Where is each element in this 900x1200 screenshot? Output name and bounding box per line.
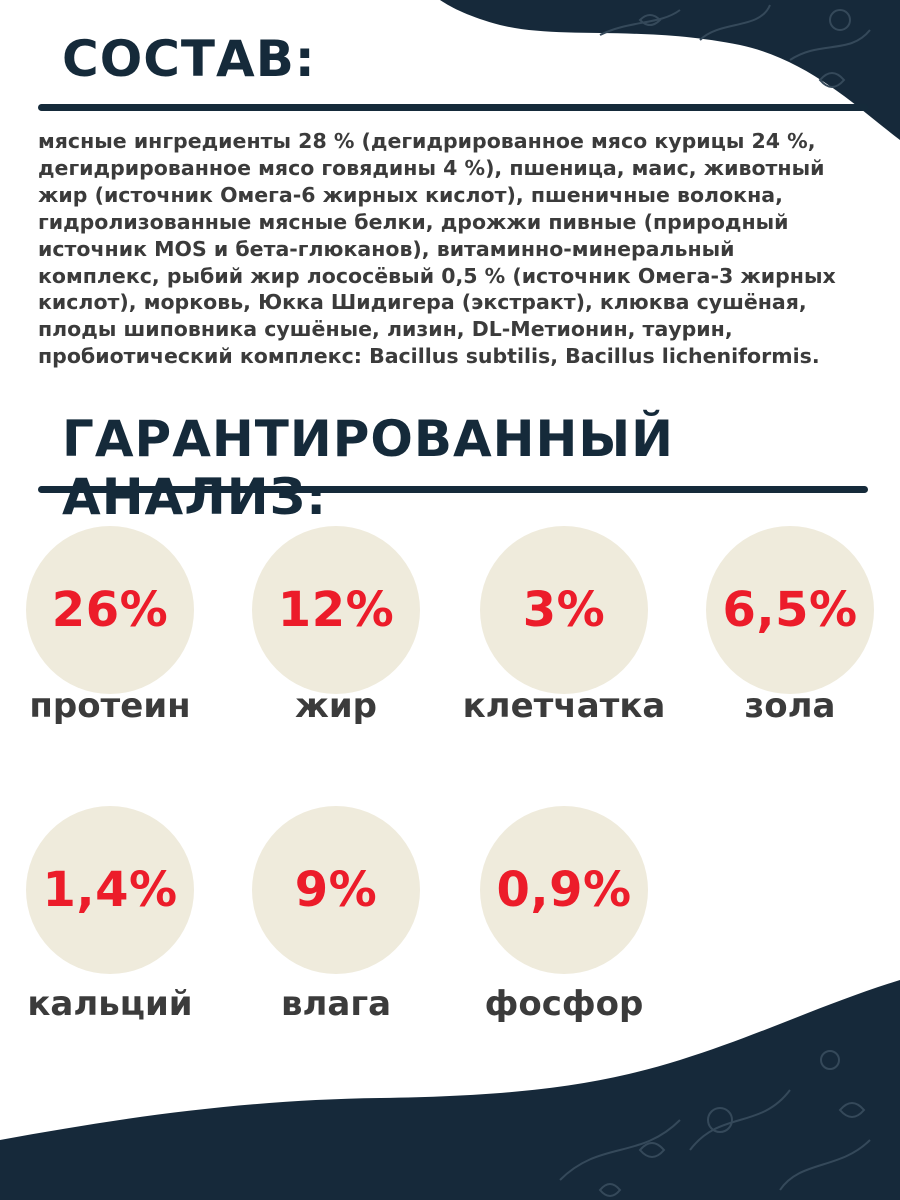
stat-value: 9% xyxy=(294,862,378,918)
top-right-wave xyxy=(440,0,900,140)
stat-circle: 26% xyxy=(26,526,194,694)
stat-value: 12% xyxy=(277,582,395,638)
stat-label: клетчатка xyxy=(462,686,666,726)
stat-value: 3% xyxy=(522,582,606,638)
stat-circle: 1,4% xyxy=(26,806,194,974)
bottom-ornament-icon xyxy=(559,1050,871,1197)
stat-label: влага xyxy=(280,984,392,1024)
stat-value: 6,5% xyxy=(722,582,858,638)
stat-circle: 3% xyxy=(480,526,648,694)
stat-label: жир xyxy=(295,686,377,726)
stat-label: фосфор xyxy=(484,984,644,1024)
stat-value: 26% xyxy=(51,582,169,638)
stat-value: 1,4% xyxy=(42,862,178,918)
composition-text: мясные ингредиенты 28 % (дегидрированное… xyxy=(38,129,836,369)
top-right-ornament-icon xyxy=(599,4,871,88)
composition-title: СОСТАВ: xyxy=(62,30,316,88)
bottom-wave xyxy=(0,980,900,1200)
stat-circle: 9% xyxy=(252,806,420,974)
stat-value: 0,9% xyxy=(496,862,632,918)
stat-circle: 12% xyxy=(252,526,420,694)
analysis-divider xyxy=(38,486,868,493)
composition-divider xyxy=(38,104,868,111)
stat-label: кальций xyxy=(27,984,193,1024)
stat-circle: 6,5% xyxy=(706,526,874,694)
stat-label: протеин xyxy=(29,686,191,726)
analysis-title: ГАРАНТИРОВАННЫЙ АНАЛИЗ: xyxy=(62,410,674,526)
stat-label: зола xyxy=(744,686,836,726)
stat-circle: 0,9% xyxy=(480,806,648,974)
